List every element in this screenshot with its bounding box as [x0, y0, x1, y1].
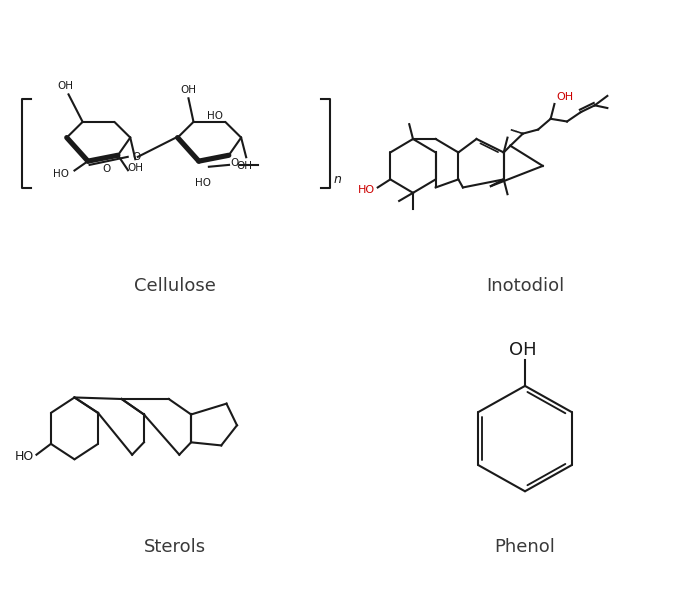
Text: Sterols: Sterols [144, 538, 206, 556]
Text: O: O [132, 152, 140, 162]
Text: Cellulose: Cellulose [134, 277, 216, 295]
Text: HO: HO [358, 185, 375, 195]
Text: OH: OH [556, 92, 573, 102]
Text: OH: OH [127, 163, 144, 173]
Text: HO: HO [207, 111, 223, 121]
Text: Phenol: Phenol [495, 538, 555, 556]
Text: Inotodiol: Inotodiol [486, 277, 564, 295]
Text: O: O [102, 164, 111, 174]
Text: OH: OH [181, 85, 197, 95]
Text: n: n [333, 174, 341, 186]
Text: HO: HO [195, 178, 211, 188]
Text: HO: HO [53, 169, 69, 179]
Text: OH: OH [237, 161, 253, 171]
Text: OH: OH [510, 341, 537, 359]
Text: OH: OH [57, 82, 74, 92]
Text: O: O [230, 158, 238, 168]
Text: HO: HO [15, 450, 34, 464]
